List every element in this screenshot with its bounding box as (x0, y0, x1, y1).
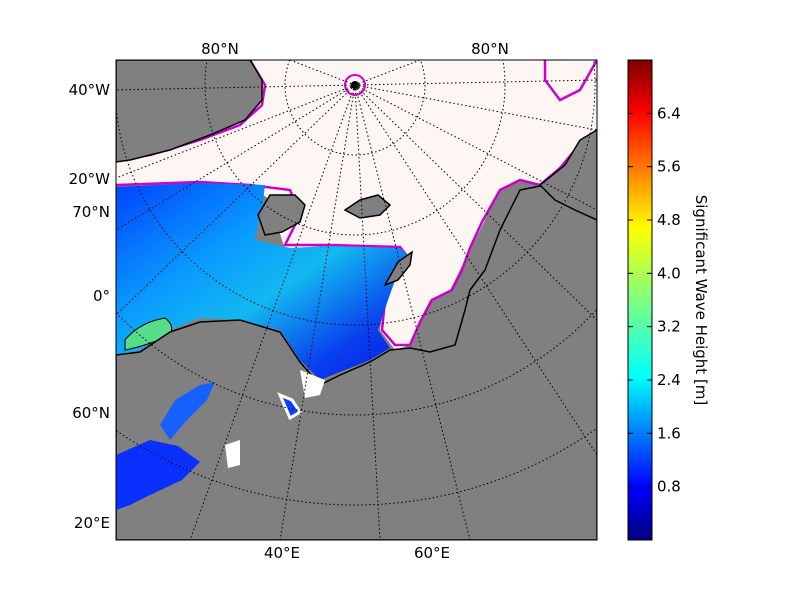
north-pole-marker (344, 74, 366, 96)
colorbar-tick-label: 3.2 (657, 318, 681, 336)
left-label-1: 40°W (69, 81, 111, 99)
graticule (116, 60, 597, 540)
bottom-label-2: 60°E (414, 544, 450, 562)
white-sea-field (277, 392, 303, 421)
colorbar-tick-label: 5.6 (657, 158, 681, 176)
left-label-5: 60°N (72, 404, 110, 422)
colorbar-gradient (627, 59, 653, 541)
svalbard-coast (257, 194, 306, 236)
colorbar-tick-label: 4.0 (657, 264, 681, 282)
taymyr-coast (538, 129, 597, 221)
left-label-6: 20°E (74, 514, 110, 532)
top-label-1: 80°N (201, 40, 239, 58)
high-wave-patch (124, 317, 173, 351)
gulf-wave-field-2 (160, 382, 215, 440)
map-panel (116, 60, 597, 540)
coastal-ice-white-1 (225, 440, 240, 468)
franz-josef-coast (343, 194, 392, 219)
north-pole-dot (351, 81, 359, 89)
inner-sea-wave-field-2 (116, 440, 200, 510)
colorbar-tick-label: 4.8 (657, 211, 681, 229)
colorbar-ticks: 0.8 1.6 2.4 3.2 4.0 4.8 5.6 6.4 (628, 104, 681, 496)
novaya-zemlya-coast (383, 250, 414, 287)
colorbar: 0.8 1.6 2.4 3.2 4.0 4.8 5.6 6.4 Significant Wav… (627, 59, 710, 541)
map-frame (115, 59, 598, 541)
colorbar-label: Significant Wave Height [m] (692, 195, 710, 406)
left-label-2: 20°W (69, 170, 111, 188)
colorbar-tick-label: 6.4 (657, 104, 681, 122)
ice-edge-top-right (543, 60, 597, 102)
greenland-coast (116, 60, 263, 163)
colorbar-tick-label: 1.6 (657, 424, 681, 442)
coastal-ice-white-2 (300, 370, 325, 398)
colorbar-tick-label: 2.4 (657, 371, 681, 389)
left-label-3: 70°N (72, 203, 110, 221)
left-label-4: 0° (93, 287, 110, 305)
open-ocean-wave-field (116, 183, 410, 380)
bottom-label-1: 40°E (264, 544, 300, 562)
colorbar-tick-label: 0.8 (657, 478, 681, 496)
top-label-2: 80°N (471, 40, 509, 58)
